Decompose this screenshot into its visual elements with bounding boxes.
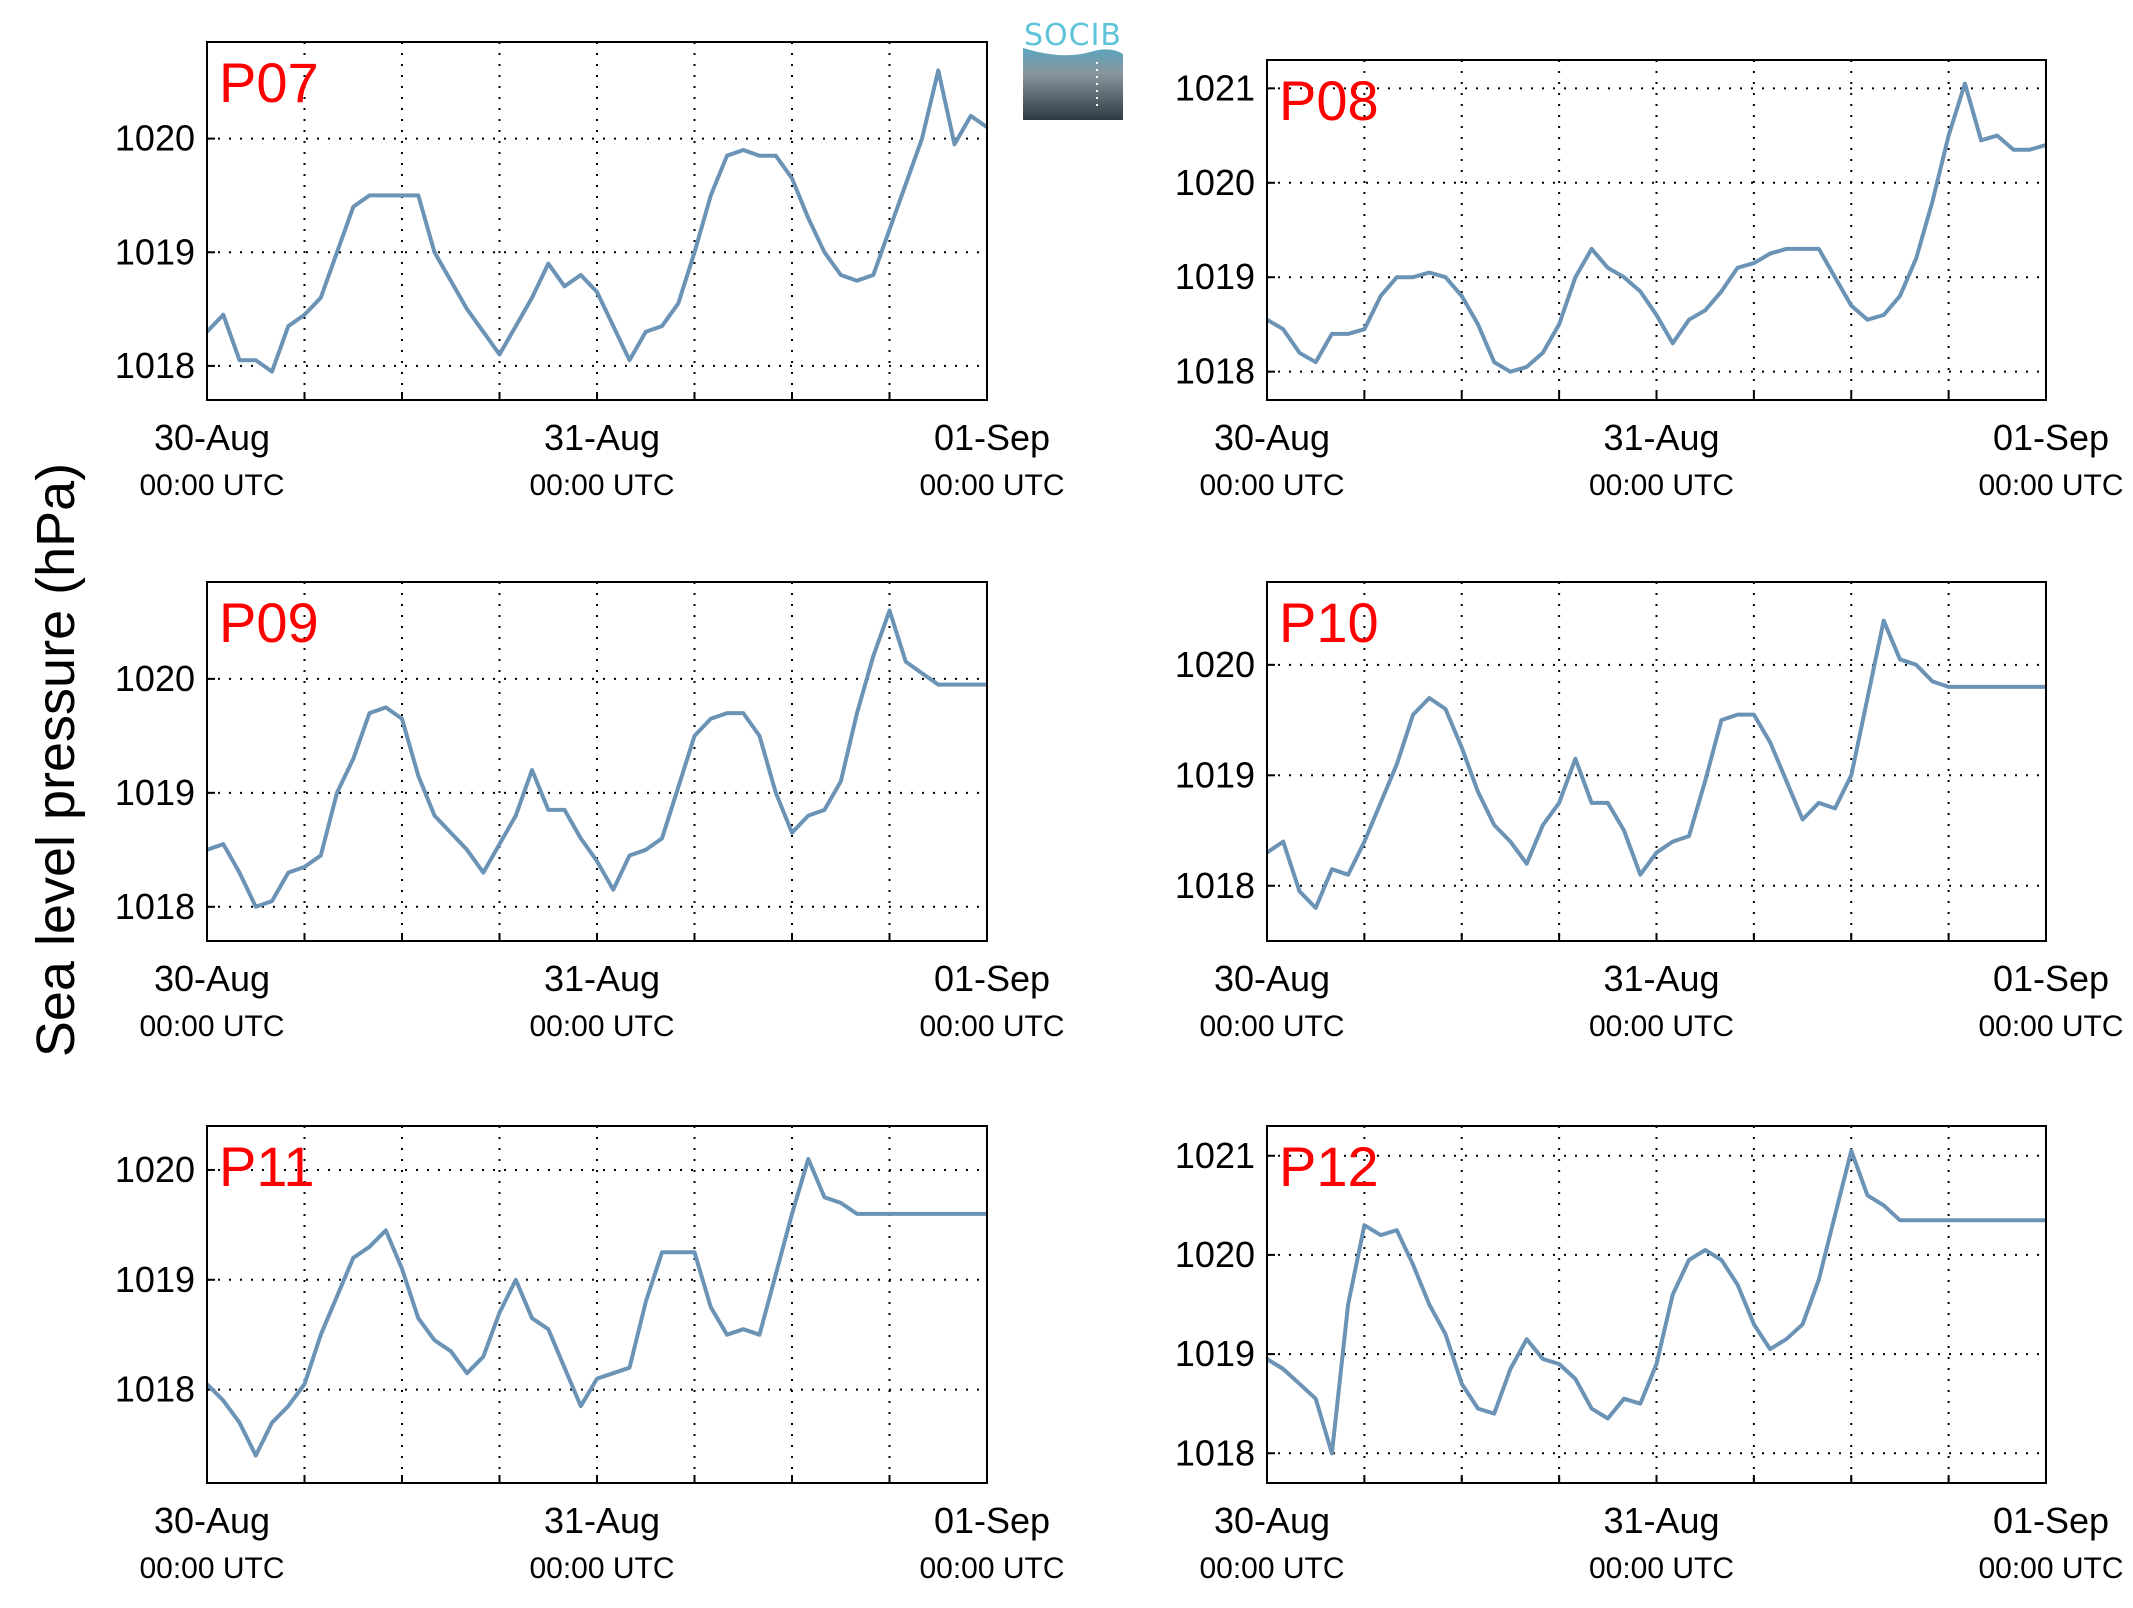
x-tick-label: 30-Aug [154,1500,270,1541]
panel-p09: 1018 1019 1020 30-Aug 00:00 UTC 31-Aug 00:00 U… [115,581,1065,1043]
socib-logo: SOCIB [1023,18,1123,120]
x-tick-sublabel: 00:00 UTC [139,469,284,502]
x-tick-sublabel: 00:00 UTC [919,1552,1064,1585]
panel-p10: 1018 1019 1020 30-Aug 00:00 UTC 31-Aug 00:00 U… [1175,581,2124,1043]
x-tick-label: 31-Aug [1603,417,1719,458]
series-line-p10 [1265,618,2046,910]
axes-frame [1266,59,2047,401]
x-tick-label: 01-Sep [1993,1500,2109,1541]
x-tick-sublabel: 00:00 UTC [529,1552,674,1585]
x-tick-label: 31-Aug [544,1500,660,1541]
x-tick-sublabel: 00:00 UTC [919,469,1064,502]
panel-p08: 1018 1019 1020 1021 30-Aug 00:00 UTC 31-Aug 00:… [1175,59,2124,502]
panel-title: P11 [219,1135,314,1198]
panel-title: P09 [219,591,319,654]
y-tick-label: 1019 [115,1259,195,1300]
panel-title: P08 [1279,69,1379,132]
y-tick-label: 1020 [115,1149,195,1190]
x-tick-sublabel: 00:00 UTC [529,1010,674,1043]
series-line-p12 [1265,1148,2046,1456]
x-tick-sublabel: 00:00 UTC [139,1010,284,1043]
x-tick-sublabel: 00:00 UTC [1199,469,1344,502]
panel-p11: 1018 1019 1020 30-Aug 00:00 UTC 31-Aug 00:00 U… [115,1125,1065,1585]
y-tick-label: 1018 [1175,351,1255,392]
y-tick-label: 1020 [115,118,195,159]
panel-p12: 1018 1019 1020 1021 30-Aug 00:00 UTC 31-Aug 00:… [1175,1125,2124,1585]
x-tick-sublabel: 00:00 UTC [1589,1010,1734,1043]
series-line-p11 [205,1157,987,1458]
x-tick-label: 01-Sep [1993,958,2109,999]
axes-frame [1266,581,2047,942]
y-tick-label: 1021 [1175,67,1255,108]
x-tick-sublabel: 00:00 UTC [139,1552,284,1585]
x-tick-label: 30-Aug [1214,958,1330,999]
x-tick-label: 30-Aug [1214,1500,1330,1541]
x-tick-sublabel: 00:00 UTC [1978,469,2123,502]
y-tick-label: 1019 [115,772,195,813]
x-tick-label: 01-Sep [1993,417,2109,458]
x-tick-sublabel: 00:00 UTC [1978,1010,2123,1043]
y-tick-label: 1018 [1175,1432,1255,1473]
y-tick-label: 1020 [1175,644,1255,685]
y-tick-label: 1018 [115,886,195,927]
y-tick-label: 1019 [1175,256,1255,297]
x-tick-label: 30-Aug [154,417,270,458]
axes-frame [1266,1125,2047,1484]
x-tick-label: 31-Aug [544,958,660,999]
y-tick-label: 1021 [1175,1135,1255,1176]
y-tick-label: 1018 [1175,865,1255,906]
x-tick-label: 31-Aug [1603,958,1719,999]
y-tick-label: 1018 [115,345,195,386]
series-line-p08 [1265,81,2047,374]
panel-title: P12 [1279,1135,1379,1198]
x-tick-sublabel: 00:00 UTC [919,1010,1064,1043]
y-tick-label: 1019 [1175,754,1255,795]
logo-text: SOCIB [1024,18,1122,53]
y-tick-label: 1019 [1175,1333,1255,1374]
series-line-p07 [205,68,989,374]
y-tick-label: 1018 [115,1369,195,1410]
series-line-p09 [206,608,987,909]
x-tick-label: 01-Sep [934,417,1050,458]
x-tick-label: 31-Aug [544,417,660,458]
x-tick-label: 31-Aug [1603,1500,1719,1541]
axes-frame [206,1125,988,1484]
x-tick-label: 30-Aug [154,958,270,999]
y-tick-label: 1020 [115,658,195,699]
x-tick-sublabel: 00:00 UTC [1978,1552,2123,1585]
x-tick-sublabel: 00:00 UTC [1589,1552,1734,1585]
panel-title: P07 [219,51,319,114]
panel-p07: 1018 1019 1020 30-Aug 00:00 UTC 31-Aug 00:00 U… [115,41,1065,502]
axes-frame [206,41,988,401]
x-tick-label: 01-Sep [934,958,1050,999]
x-tick-sublabel: 00:00 UTC [1589,469,1734,502]
axes-frame [206,581,988,942]
x-tick-sublabel: 00:00 UTC [529,469,674,502]
x-tick-label: 01-Sep [934,1500,1050,1541]
y-tick-label: 1020 [1175,162,1255,203]
y-axis-label: Sea level pressure (hPa) [26,463,86,1057]
x-tick-label: 30-Aug [1214,417,1330,458]
x-tick-sublabel: 00:00 UTC [1199,1010,1344,1043]
panel-title: P10 [1279,591,1379,654]
y-tick-label: 1020 [1175,1234,1255,1275]
x-tick-sublabel: 00:00 UTC [1199,1552,1344,1585]
y-tick-label: 1019 [115,231,195,272]
